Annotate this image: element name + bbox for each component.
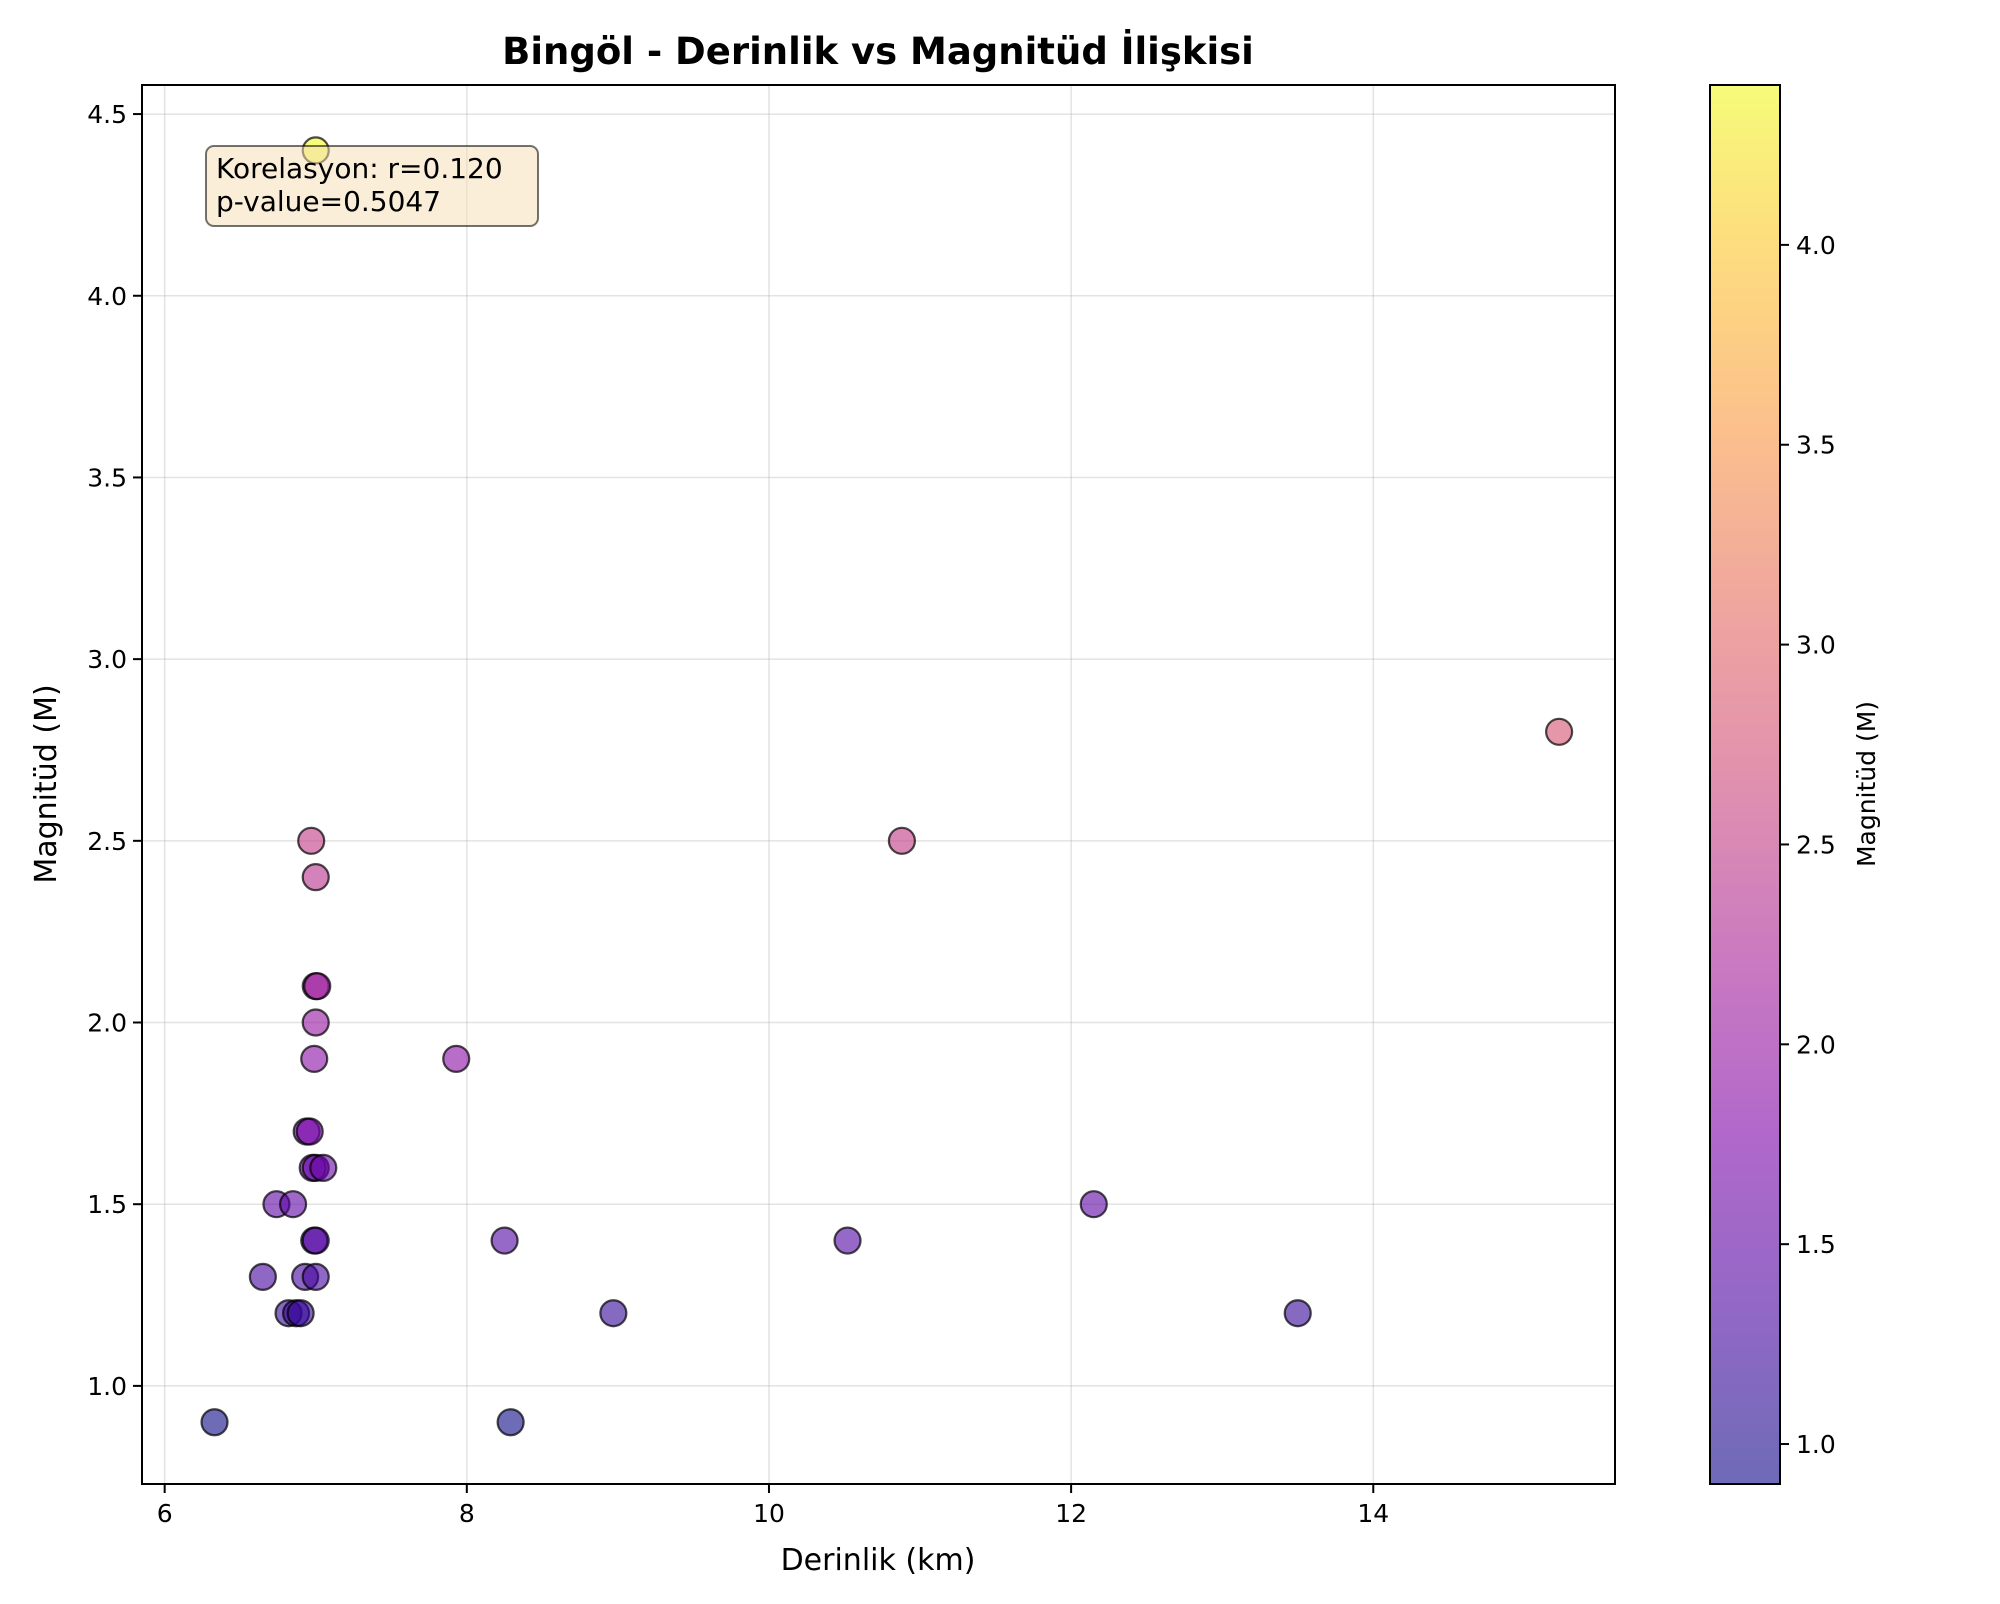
colorbar-ticks: 1.0 1.5 2.0 2.5 3.0 3.5 4.0 bbox=[1780, 231, 1836, 1459]
data-point bbox=[496, 1408, 525, 1437]
correlation-annotation: Korelasyon: r=0.120 p-value=0.5047 bbox=[205, 145, 539, 227]
data-point bbox=[833, 1226, 862, 1255]
colorbar-tick-label: 2.5 bbox=[1796, 830, 1836, 859]
y-axis-label: Magnitüd (M) bbox=[29, 684, 64, 883]
x-axis-label: Derinlik (km) bbox=[781, 1543, 976, 1578]
data-point bbox=[297, 826, 326, 855]
data-point bbox=[490, 1226, 519, 1255]
y-tick-label: 4.5 bbox=[87, 100, 127, 129]
data-point bbox=[599, 1299, 628, 1328]
y-tick-label: 4.0 bbox=[87, 282, 127, 311]
colorbar: 1.0 1.5 2.0 2.5 3.0 3.5 4.0 Magnitüd (M) bbox=[1709, 84, 1881, 1485]
data-point bbox=[1283, 1299, 1312, 1328]
colorbar-frame bbox=[1709, 84, 1781, 1485]
y-tick-label: 3.5 bbox=[87, 463, 127, 492]
data-point bbox=[887, 826, 917, 855]
data-point bbox=[303, 972, 332, 1001]
x-tick-label: 10 bbox=[753, 1499, 785, 1528]
data-point bbox=[300, 1044, 329, 1073]
data-point bbox=[286, 1299, 315, 1328]
colorbar-tick-label: 3.5 bbox=[1796, 431, 1836, 460]
data-point bbox=[309, 1153, 338, 1182]
x-tick-label: 8 bbox=[459, 1499, 475, 1528]
data-points bbox=[200, 136, 1574, 1437]
data-point bbox=[301, 863, 330, 892]
data-point bbox=[442, 1044, 471, 1073]
x-axis-ticks: 6 8 10 12 14 bbox=[157, 1484, 1389, 1528]
y-tick-label: 2.5 bbox=[87, 827, 127, 856]
chart-title: Bingöl - Derinlik vs Magnitüd İlişkisi bbox=[502, 29, 1254, 73]
y-tick-label: 2.0 bbox=[87, 1009, 127, 1038]
data-point bbox=[278, 1190, 308, 1219]
colorbar-label: Magnitüd (M) bbox=[1852, 701, 1881, 867]
x-tick-label: 14 bbox=[1357, 1499, 1389, 1528]
data-point bbox=[200, 1408, 229, 1437]
colorbar-tick-label: 4.0 bbox=[1796, 231, 1836, 260]
data-point bbox=[1079, 1190, 1108, 1219]
y-tick-label: 1.0 bbox=[87, 1372, 127, 1401]
grid bbox=[142, 85, 1615, 1484]
annotation-line-p: p-value=0.5047 bbox=[216, 185, 441, 218]
y-axis-ticks: 1.0 1.5 2.0 2.5 3.0 3.5 4.0 4.5 bbox=[87, 100, 142, 1401]
data-point bbox=[295, 1117, 324, 1146]
x-tick-label: 6 bbox=[157, 1499, 173, 1528]
data-point bbox=[1545, 717, 1574, 746]
colorbar-tick-label: 1.0 bbox=[1796, 1430, 1836, 1459]
colorbar-gradient bbox=[1710, 85, 1780, 1484]
data-point bbox=[301, 1262, 330, 1291]
annotation-line-r: Korelasyon: r=0.120 bbox=[216, 152, 503, 185]
annotation-box bbox=[205, 145, 539, 227]
colorbar-tick-label: 1.5 bbox=[1796, 1230, 1836, 1259]
colorbar-tick-label: 2.0 bbox=[1796, 1030, 1836, 1059]
data-point bbox=[301, 1226, 330, 1255]
colorbar-tick-label: 3.0 bbox=[1796, 631, 1836, 660]
y-tick-label: 3.0 bbox=[87, 645, 127, 674]
data-point bbox=[301, 1008, 330, 1037]
x-tick-label: 12 bbox=[1055, 1499, 1087, 1528]
y-tick-label: 1.5 bbox=[87, 1190, 127, 1219]
plot-frame bbox=[141, 84, 1616, 1485]
data-point bbox=[248, 1262, 277, 1291]
